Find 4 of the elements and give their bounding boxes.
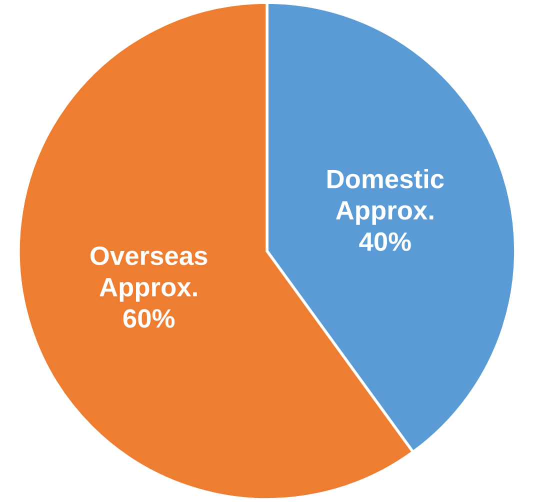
data-label: Approx. 40% xyxy=(336,201,434,251)
slice-label: Overseas xyxy=(90,246,208,266)
slice-label: Domestic xyxy=(328,169,444,188)
data-label: Approx. 60% xyxy=(100,278,197,328)
